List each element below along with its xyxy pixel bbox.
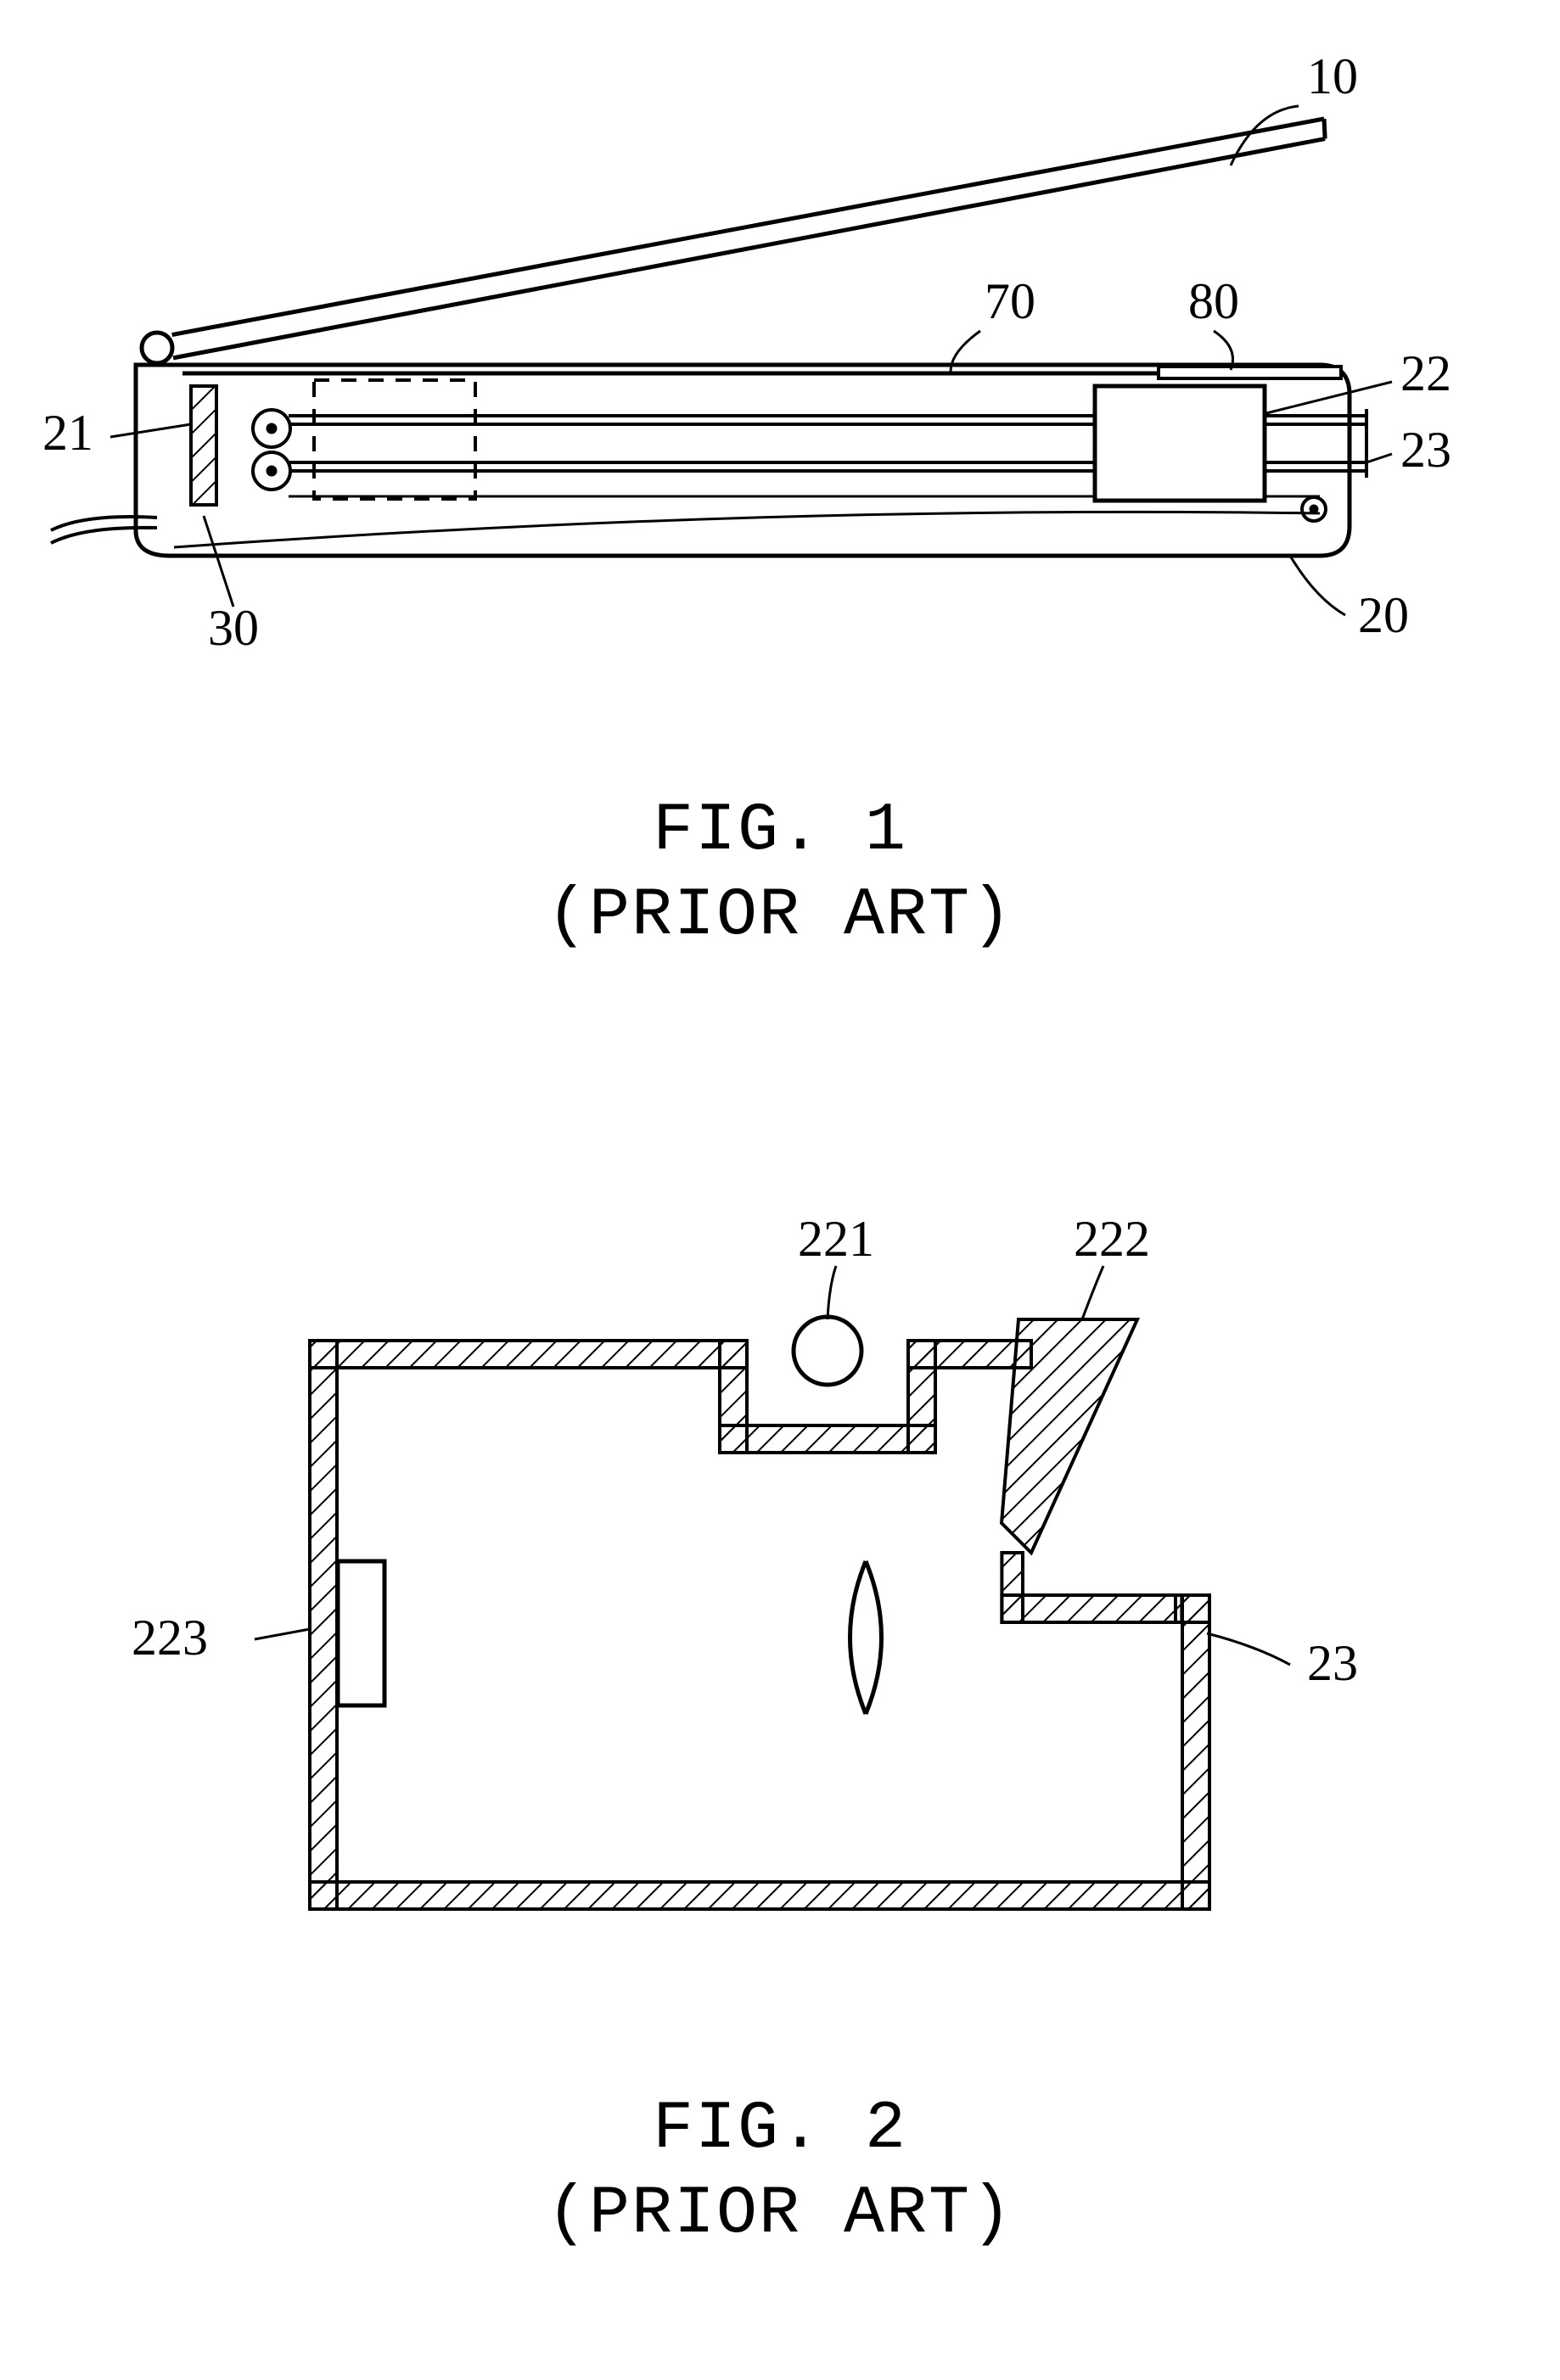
fig1 [51, 106, 1392, 615]
label-30: 30 [208, 600, 259, 656]
fig2-caption-2: (PRIOR ART) [547, 2176, 1013, 2253]
label-21: 21 [42, 405, 93, 461]
label-23b: 23 [1307, 1635, 1358, 1691]
label-20: 20 [1358, 587, 1409, 643]
fig2-caption-1: FIG. 2 [653, 2091, 907, 2168]
label-80: 80 [1188, 273, 1239, 329]
fig2 [255, 1266, 1290, 1909]
fig1-caption-1: FIG. 1 [653, 792, 907, 870]
label-70: 70 [985, 273, 1035, 329]
label-221: 221 [798, 1211, 874, 1267]
label-10: 10 [1307, 48, 1358, 104]
label-222: 222 [1074, 1211, 1150, 1267]
label-22: 22 [1400, 345, 1451, 401]
label-23: 23 [1400, 422, 1451, 478]
label-223: 223 [132, 1610, 208, 1666]
fig1-caption-2: (PRIOR ART) [547, 877, 1013, 955]
